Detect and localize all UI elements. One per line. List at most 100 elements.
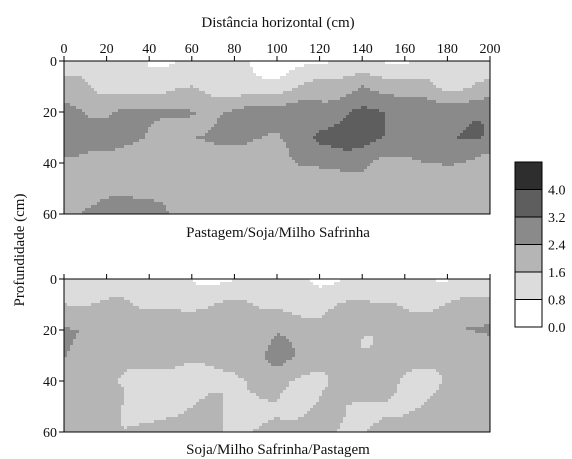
- heatmap-cell: [160, 142, 164, 146]
- heatmap-cell: [103, 163, 107, 167]
- heatmap-cell: [457, 115, 461, 119]
- heatmap-cell: [67, 70, 71, 74]
- heatmap-cell: [403, 121, 407, 125]
- heatmap-cell: [469, 88, 473, 92]
- heatmap-cell: [214, 88, 218, 92]
- heatmap-cell: [148, 70, 152, 74]
- heatmap-cell: [238, 139, 242, 143]
- heatmap-cell: [442, 88, 446, 92]
- heatmap-cell: [295, 133, 299, 137]
- heatmap-cell: [121, 85, 125, 89]
- heatmap-cell: [154, 154, 158, 158]
- heatmap-cell: [133, 127, 137, 131]
- heatmap-cell: [424, 148, 428, 152]
- heatmap-cell: [382, 85, 386, 89]
- heatmap-cell: [355, 79, 359, 83]
- heatmap-cell: [304, 109, 308, 113]
- heatmap-cell: [484, 121, 488, 125]
- heatmap-cell: [397, 82, 401, 86]
- heatmap-cell: [307, 76, 311, 80]
- heatmap-cell: [247, 73, 251, 77]
- heatmap-cell: [232, 67, 236, 71]
- heatmap-cell: [442, 100, 446, 104]
- heatmap-cell: [205, 133, 209, 137]
- heatmap-cell: [334, 142, 338, 146]
- heatmap-cell: [430, 103, 434, 107]
- heatmap-cell: [289, 91, 293, 95]
- heatmap-cell: [421, 103, 425, 107]
- heatmap-cell: [313, 148, 317, 152]
- heatmap-cell: [169, 79, 173, 83]
- heatmap-cell: [283, 73, 287, 77]
- heatmap-cell: [430, 145, 434, 149]
- heatmap-cell: [334, 88, 338, 92]
- heatmap-cell: [97, 151, 101, 155]
- heatmap-cell: [142, 94, 146, 98]
- heatmap-cell: [289, 73, 293, 77]
- heatmap-cell: [277, 67, 281, 71]
- heatmap-cell: [106, 139, 110, 143]
- heatmap-cell: [151, 85, 155, 89]
- heatmap-cell: [232, 103, 236, 107]
- heatmap-cell: [247, 76, 251, 80]
- heatmap-cell: [85, 76, 89, 80]
- heatmap-cell: [220, 91, 224, 95]
- heatmap-cell: [307, 64, 311, 68]
- heatmap-cell: [400, 157, 404, 161]
- heatmap-cell: [193, 94, 197, 98]
- heatmap-cell: [175, 79, 179, 83]
- heatmap-cell: [409, 106, 413, 110]
- heatmap-cell: [301, 76, 305, 80]
- heatmap-cell: [481, 106, 485, 110]
- heatmap-cell: [136, 73, 140, 77]
- heatmap-cell: [232, 160, 236, 164]
- heatmap-cell: [121, 82, 125, 86]
- heatmap-cell: [100, 70, 104, 74]
- heatmap-cell: [277, 112, 281, 116]
- heatmap-cell: [424, 103, 428, 107]
- heatmap-cell: [358, 127, 362, 131]
- heatmap-cell: [232, 82, 236, 86]
- heatmap-cell: [310, 76, 314, 80]
- heatmap-cell: [361, 100, 365, 104]
- heatmap-cell: [181, 157, 185, 161]
- heatmap-cell: [289, 130, 293, 134]
- heatmap-cell: [160, 118, 164, 122]
- heatmap-cell: [202, 97, 206, 101]
- heatmap-cell: [427, 148, 431, 152]
- heatmap-cell: [166, 70, 170, 74]
- heatmap-cell: [211, 79, 215, 83]
- heatmap-cell: [139, 85, 143, 89]
- heatmap-cell: [469, 133, 473, 137]
- heatmap-cell: [289, 127, 293, 131]
- heatmap-cell: [313, 121, 317, 125]
- heatmap-cell: [70, 112, 74, 116]
- heatmap-cell: [259, 100, 263, 104]
- heatmap-cell: [205, 160, 209, 164]
- heatmap-cell: [478, 163, 482, 167]
- heatmap-cell: [448, 67, 452, 71]
- heatmap-cell: [325, 70, 329, 74]
- heatmap-cell: [172, 115, 176, 119]
- heatmap-cell: [469, 91, 473, 95]
- heatmap-cell: [361, 121, 365, 125]
- heatmap-cell: [238, 121, 242, 125]
- heatmap-cell: [64, 94, 68, 98]
- heatmap-cell: [109, 82, 113, 86]
- heatmap-cell: [265, 115, 269, 119]
- heatmap-cell: [301, 130, 305, 134]
- heatmap-cell: [136, 163, 140, 167]
- heatmap-cell: [70, 118, 74, 122]
- heatmap-cell: [454, 151, 458, 155]
- heatmap-cell: [157, 73, 161, 77]
- heatmap-cell: [409, 151, 413, 155]
- heatmap-cell: [292, 79, 296, 83]
- heatmap-cell: [70, 109, 74, 113]
- heatmap-cell: [190, 154, 194, 158]
- heatmap-cell: [232, 118, 236, 122]
- heatmap-cell: [82, 67, 86, 71]
- heatmap-cell: [133, 154, 137, 158]
- heatmap-cell: [364, 151, 368, 155]
- heatmap-cell: [196, 97, 200, 101]
- heatmap-cell: [190, 145, 194, 149]
